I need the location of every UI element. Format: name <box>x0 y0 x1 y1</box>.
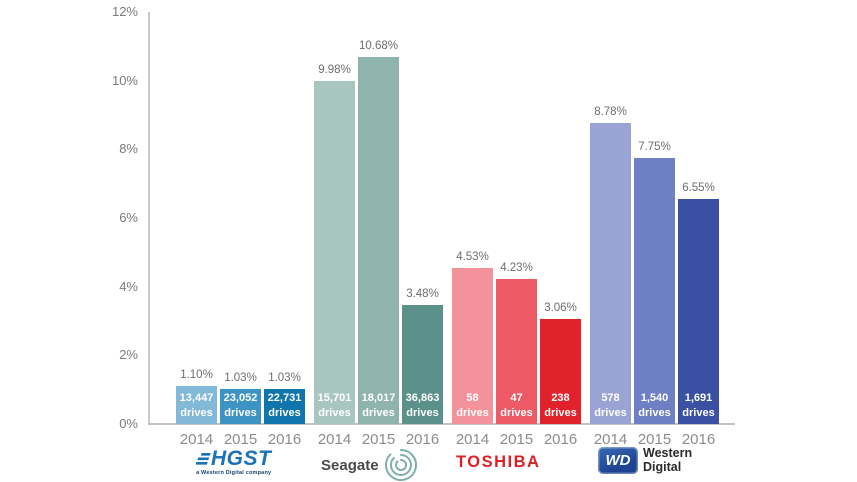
drive-count-label: 47 drives <box>500 392 533 419</box>
failure-rate-label: 4.53% <box>456 251 489 263</box>
seagate-logo: Seagate <box>321 447 419 482</box>
x-tick-label: 2015 <box>223 431 258 448</box>
x-tick-label: 2014 <box>179 431 214 448</box>
bar-seagate-2016: 3.48% 36,863 drives 2016 <box>402 288 443 448</box>
hgst-logo-text: HGST <box>211 447 272 470</box>
y-tick-label: 0% <box>119 416 138 431</box>
wd-logo-name: Western Digital <box>643 447 692 473</box>
x-axis-baseline <box>148 423 735 425</box>
drive-count-label: 13,447 drives <box>179 392 214 419</box>
drive-count-label: 578 drives <box>594 392 627 419</box>
failure-rate-label: 4.23% <box>500 262 533 274</box>
y-tick-label: 4% <box>119 278 138 294</box>
y-axis-line <box>148 12 150 424</box>
x-tick-label: 2016 <box>543 431 578 448</box>
toshiba-logo: TOSHIBA <box>456 453 540 472</box>
x-tick-label: 2015 <box>361 431 396 448</box>
x-tick-label: 2016 <box>405 431 440 448</box>
x-tick-label: 2016 <box>681 431 716 448</box>
bar-hgst-2016: 1.03% 22,731 drives 2016 <box>264 372 305 448</box>
bar-toshiba-2014: 4.53% 58 drives 2014 <box>452 251 493 448</box>
bar-western-digital-2016: 6.55% 1,691 drives 2016 <box>678 182 719 448</box>
failure-rate-label: 10.68% <box>358 40 398 52</box>
failure-rate-label: 1.03% <box>268 372 301 384</box>
x-tick-label: 2015 <box>499 431 534 448</box>
wd-badge-text: WD <box>605 452 631 469</box>
drive-count-label: 58 drives <box>456 392 489 419</box>
hgst-logo-subtext: a Western Digital company <box>196 470 272 476</box>
wd-logo-line1: Western <box>643 446 693 461</box>
failure-rate-label: 8.78% <box>594 106 627 118</box>
failure-rate-label: 9.98% <box>318 64 351 76</box>
bar-group-seagate: 9.98% 15,701 drives 2014 10.68% 18,017 drives 2… <box>314 40 443 448</box>
wd-logo-line2: Digital <box>643 459 682 474</box>
plot-area: 1.10% 13,447 drives 2014 1.03% 23,052 drives 20… <box>176 12 719 448</box>
failure-rate-label: 3.06% <box>544 302 577 314</box>
drive-count-label: 238 drives <box>544 392 577 419</box>
bar-group-hgst: 1.10% 13,447 drives 2014 1.03% 23,052 drives 20… <box>176 369 305 448</box>
bar-seagate-2014: 9.98% 15,701 drives 2014 <box>314 64 355 448</box>
y-tick-label: 8% <box>119 141 138 157</box>
x-tick-label: 2014 <box>593 431 628 448</box>
bar-toshiba-2016: 3.06% 238 drives 2016 <box>540 302 581 448</box>
drive-count-label: 18,017 drives <box>361 392 396 419</box>
bar-seagate-2015: 10.68% 18,017 drives 2015 <box>358 40 399 448</box>
bar-group-western-digital: 8.78% 578 drives 2014 7.75% 1,540 drives 2015 6.… <box>590 106 719 448</box>
drive-count-label: 1,540 drives <box>638 392 671 419</box>
bar-group-toshiba: 4.53% 58 drives 2014 4.23% 47 drives 2015 3.06% 2… <box>452 251 581 448</box>
seagate-spiral-icon <box>384 449 417 481</box>
failure-rate-label: 1.10% <box>180 369 213 381</box>
failure-rate-label: 6.55% <box>682 182 715 194</box>
drive-count-label: 15,701 drives <box>317 392 352 419</box>
hgst-speedlines-icon <box>196 452 211 465</box>
y-tick-label: 10% <box>111 72 138 88</box>
bar-toshiba-2015: 4.23% 47 drives 2015 <box>496 262 537 448</box>
failure-rate-label: 3.48% <box>406 288 439 300</box>
y-tick-label: 12% <box>111 4 138 19</box>
y-tick-label: 2% <box>119 347 138 363</box>
bar-western-digital-2015: 7.75% 1,540 drives 2015 <box>634 141 675 448</box>
toshiba-logo-text: TOSHIBA <box>456 453 541 471</box>
drive-count-label: 1,691 drives <box>682 392 715 419</box>
x-tick-label: 2016 <box>267 431 302 448</box>
wd-logo: WD Western Digital <box>598 447 692 474</box>
failure-rate-label: 1.03% <box>224 372 257 384</box>
wd-badge-icon: WD <box>598 447 638 474</box>
x-tick-label: 2014 <box>455 431 490 448</box>
hgst-logo: HGST a Western Digital company <box>196 448 271 476</box>
y-tick-label: 6% <box>119 210 138 225</box>
x-tick-label: 2015 <box>637 431 672 448</box>
x-tick-label: 2014 <box>317 431 352 448</box>
bar-western-digital-2014: 8.78% 578 drives 2014 <box>590 106 631 448</box>
failure-rate-label: 7.75% <box>638 141 671 153</box>
drive-count-label: 36,863 drives <box>405 392 440 419</box>
drive-count-label: 22,731 drives <box>267 392 302 419</box>
seagate-logo-text: Seagate <box>321 456 379 474</box>
bar-hgst-2015: 1.03% 23,052 drives 2015 <box>220 372 261 448</box>
bar-hgst-2014: 1.10% 13,447 drives 2014 <box>176 369 217 448</box>
drive-count-label: 23,052 drives <box>223 392 258 419</box>
